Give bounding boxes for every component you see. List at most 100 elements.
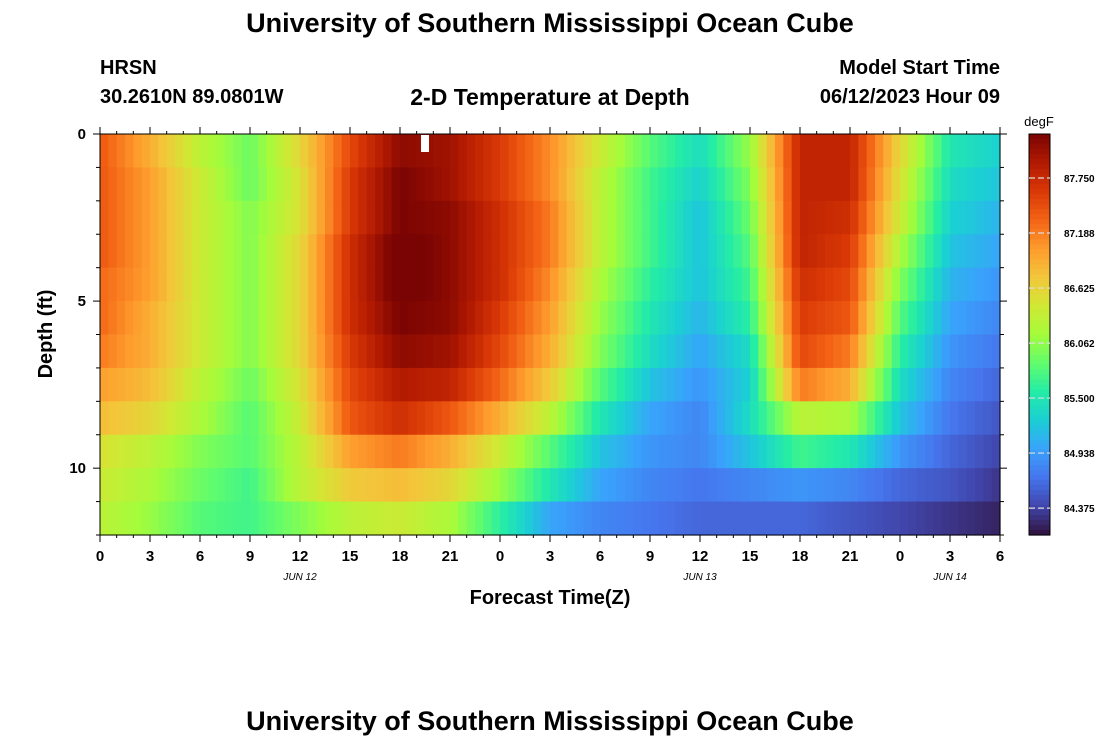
heatmap-cell <box>533 334 543 369</box>
heatmap-cell <box>758 267 768 302</box>
heatmap-cell <box>408 501 418 536</box>
heatmap-cell <box>841 301 851 336</box>
heatmap-cell <box>658 134 668 169</box>
heatmap-cell <box>841 334 851 369</box>
heatmap-cell <box>966 501 976 536</box>
heatmap-cell <box>175 200 184 235</box>
heatmap-cell <box>900 200 909 235</box>
heatmap-cell <box>633 301 643 336</box>
heatmap-cell <box>558 434 568 469</box>
page-title: University of Southern Mississippi Ocean… <box>246 8 854 38</box>
heatmap-cell <box>791 468 801 503</box>
heatmap-cell <box>266 167 276 202</box>
heatmap-cell <box>158 267 168 302</box>
heatmap-cell <box>866 401 876 436</box>
heatmap-cell <box>975 267 984 302</box>
heatmap-cell <box>700 134 709 169</box>
heatmap-cell <box>683 267 693 302</box>
heatmap-cell <box>566 200 576 235</box>
heatmap-cell <box>300 434 309 469</box>
heatmap-cell <box>433 200 443 235</box>
heatmap-cell <box>725 367 734 402</box>
heatmap-cell <box>275 367 284 402</box>
heatmap-cell <box>275 234 284 269</box>
heatmap-cell <box>958 200 968 235</box>
heatmap-cell <box>575 434 584 469</box>
heatmap-cell <box>100 267 109 302</box>
heatmap-cell <box>241 167 251 202</box>
heatmap-cell <box>291 167 301 202</box>
heatmap-cell <box>916 334 926 369</box>
heatmap-cell <box>883 234 893 269</box>
heatmap-cell <box>166 501 176 536</box>
heatmap-cell <box>900 334 909 369</box>
heatmap-cell <box>158 301 168 336</box>
heatmap-cell <box>575 301 584 336</box>
heatmap-cell <box>358 468 368 503</box>
heatmap-cell <box>941 468 951 503</box>
heatmap-cell <box>816 434 826 469</box>
heatmap-cell <box>200 301 209 336</box>
heatmap-cell <box>733 401 743 436</box>
colorbar-segment <box>1029 269 1050 275</box>
heatmap-cell <box>533 267 543 302</box>
heatmap-cell <box>400 401 409 436</box>
heatmap-cell <box>483 334 493 369</box>
heatmap-cell <box>616 501 626 536</box>
heatmap-cell <box>600 200 609 235</box>
heatmap-cell <box>233 501 243 536</box>
heatmap-cell <box>316 434 326 469</box>
heatmap-cell <box>633 401 643 436</box>
heatmap-cell <box>875 468 884 503</box>
heatmap-cell <box>516 367 526 402</box>
heatmap-cell <box>575 234 584 269</box>
heatmap-cell <box>358 301 368 336</box>
heatmap-cell <box>758 501 768 536</box>
heatmap-cell <box>508 401 518 436</box>
heatmap-cell <box>983 501 993 536</box>
heatmap-cell <box>325 401 334 436</box>
heatmap-cell <box>150 267 159 302</box>
colorbar-segment <box>1029 439 1050 446</box>
heatmap-cell <box>441 267 451 302</box>
heatmap-cell <box>733 234 743 269</box>
heatmap-cell <box>333 200 343 235</box>
heatmap-cell <box>741 267 751 302</box>
heatmap-cell <box>558 468 568 503</box>
heatmap-cell <box>991 501 1001 536</box>
heatmap-cell <box>400 301 409 336</box>
heatmap-cell <box>375 401 384 436</box>
heatmap-cell <box>941 301 951 336</box>
heatmap-cell <box>233 301 243 336</box>
heatmap-cell <box>250 267 259 302</box>
heatmap-cell <box>425 301 434 336</box>
colorbar-segment <box>1029 524 1050 531</box>
heatmap-cell <box>483 468 493 503</box>
heatmap-cell <box>833 134 843 169</box>
heatmap-cell <box>416 434 426 469</box>
heatmap-cell <box>541 134 551 169</box>
heatmap-cell <box>625 234 634 269</box>
heatmap-cell <box>450 134 459 169</box>
heatmap-cell <box>891 434 901 469</box>
heatmap-cell <box>741 468 751 503</box>
heatmap-cell <box>816 301 826 336</box>
heatmap-cell <box>591 434 601 469</box>
heatmap-cell <box>808 468 818 503</box>
heatmap-cell <box>866 334 876 369</box>
heatmap-cell <box>783 434 793 469</box>
heatmap-cell <box>483 301 493 336</box>
colorbar-segment <box>1029 169 1050 175</box>
heatmap-cell <box>450 367 459 402</box>
heatmap-cell <box>858 367 868 402</box>
heatmap-cell <box>700 434 709 469</box>
heatmap-cell <box>458 134 468 169</box>
heatmap-cell <box>850 301 859 336</box>
heatmap-cell <box>983 401 993 436</box>
heatmap-cell <box>391 501 401 536</box>
heatmap-cell <box>500 134 509 169</box>
heatmap-cell <box>533 167 543 202</box>
heatmap-cell <box>533 367 543 402</box>
heatmap-cell <box>475 334 484 369</box>
